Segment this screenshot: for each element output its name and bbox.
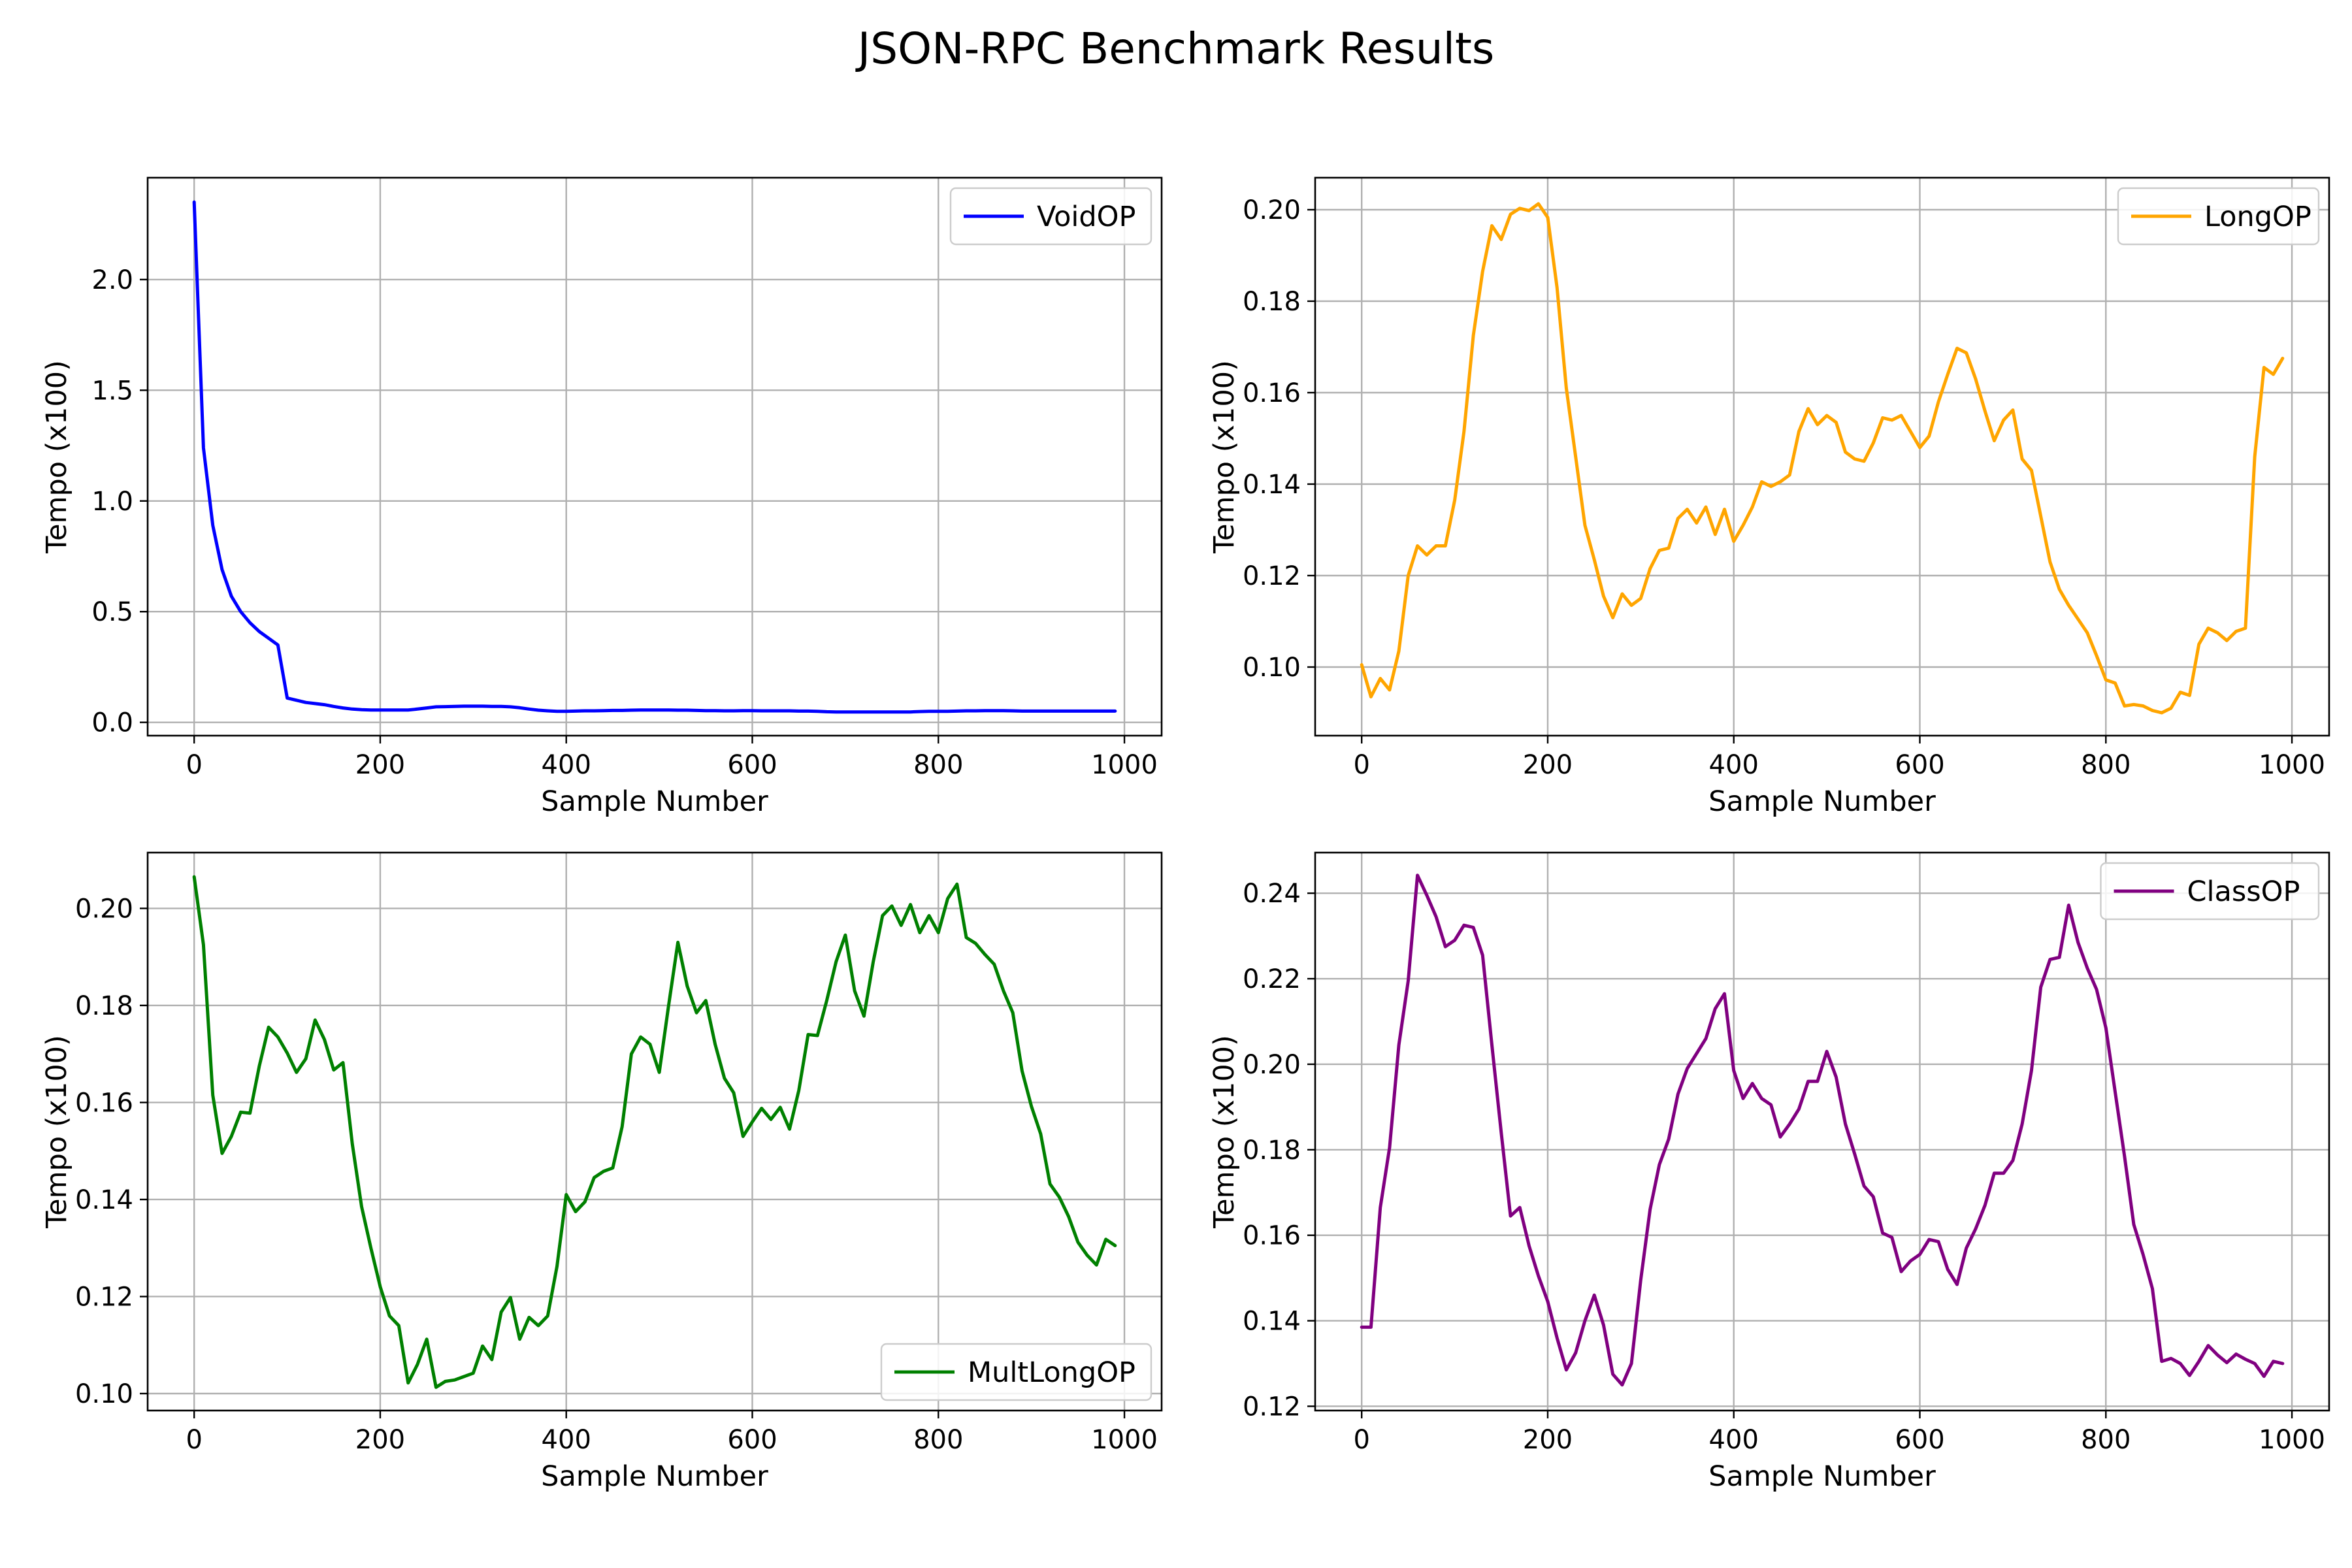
x-tick-label: 800 — [913, 750, 963, 780]
x-tick-label: 600 — [1895, 750, 1944, 780]
legend: VoidOP — [949, 187, 1152, 246]
x-axis-label: Sample Number — [541, 1460, 768, 1493]
axes-frame — [146, 176, 1163, 737]
x-tick-label: 400 — [1709, 750, 1759, 780]
y-axis-label: Tempo (x100) — [1208, 360, 1241, 554]
y-tick-label: 0.0 — [91, 708, 133, 738]
y-axis-label: Tempo (x100) — [41, 360, 73, 554]
y-tick-label: 0.22 — [1243, 964, 1301, 994]
y-tick-label: 0.14 — [1243, 470, 1301, 500]
subplot-grid: 0 200 400 600 800 1000 0.0 0.5 1.0 1.5 2.0 Sample N… — [41, 176, 2330, 1493]
x-tick-label: 1000 — [2259, 1425, 2325, 1455]
x-tick-label: 200 — [1523, 1425, 1573, 1455]
x-tick-label: 800 — [2081, 1425, 2131, 1455]
x-tick-label: 200 — [355, 750, 405, 780]
legend: MultLongOP — [880, 1343, 1152, 1401]
y-tick-label: 0.12 — [1243, 1392, 1301, 1422]
legend-entry: LongOP — [2204, 201, 2311, 233]
y-tick-label: 0.20 — [75, 894, 133, 924]
legend-box — [2117, 187, 2320, 246]
y-tick-label: 1.0 — [91, 487, 133, 517]
y-tick-label: 0.12 — [1243, 561, 1301, 591]
y-tick-label: 0.18 — [75, 991, 133, 1021]
x-tick-label: 800 — [2081, 750, 2131, 780]
x-axis-label: Sample Number — [1708, 785, 1936, 818]
x-axis-label: Sample Number — [541, 785, 768, 818]
subplot-4: 0 200 400 600 800 1000 0.12 0.14 0.16 0.18 0.20 0.2… — [1208, 851, 2330, 1493]
series-line-longop — [1360, 202, 2285, 715]
x-tick-label: 400 — [1709, 1425, 1759, 1455]
y-tick-label: 0.18 — [1243, 287, 1301, 317]
series-line-multlongop — [192, 875, 1117, 1389]
axes-frame — [1314, 851, 2330, 1412]
y-tick-label: 0.18 — [1243, 1135, 1301, 1166]
y-tick-label: 0.20 — [1243, 195, 1301, 225]
x-tick-label: 0 — [1353, 1425, 1369, 1455]
x-tick-label: 0 — [186, 1425, 202, 1455]
subplot-2: 0 200 400 600 800 1000 0.10 0.12 0.14 0.16 0.18 0.2… — [1208, 176, 2330, 818]
legend-box — [2100, 862, 2320, 921]
figure-title: JSON-RPC Benchmark Results — [855, 24, 1494, 74]
y-tick-label: 0.14 — [75, 1185, 133, 1215]
y-tick-label: 0.16 — [75, 1088, 133, 1118]
x-tick-label: 800 — [913, 1425, 963, 1455]
y-tick-label: 0.12 — [75, 1282, 133, 1312]
x-axis-label: Sample Number — [1708, 1460, 1936, 1493]
legend-box — [880, 1343, 1152, 1401]
x-tick-label: 1000 — [1091, 1425, 1158, 1455]
subplot-1: 0 200 400 600 800 1000 0.0 0.5 1.0 1.5 2.0 Sample N… — [41, 176, 1163, 818]
y-tick-label: 0.16 — [1243, 378, 1301, 408]
axes-frame — [1314, 176, 2330, 737]
y-tick-label: 0.5 — [91, 597, 133, 627]
y-tick-label: 0.14 — [1243, 1307, 1301, 1337]
x-tick-label: 200 — [1523, 750, 1573, 780]
x-tick-label: 0 — [1353, 750, 1369, 780]
x-tick-label: 600 — [1895, 1425, 1944, 1455]
legend-entry: VoidOP — [1037, 201, 1135, 233]
y-tick-label: 2.0 — [91, 265, 133, 295]
y-tick-label: 1.5 — [91, 376, 133, 406]
x-tick-label: 1000 — [2259, 750, 2325, 780]
y-axis-label: Tempo (x100) — [1208, 1035, 1241, 1229]
x-tick-label: 0 — [186, 750, 202, 780]
subplot-3: 0 200 400 600 800 1000 0.10 0.12 0.14 0.16 0.18 0.2… — [41, 851, 1163, 1493]
axes-frame — [146, 851, 1163, 1412]
x-tick-label: 1000 — [1091, 750, 1158, 780]
y-axis-label: Tempo (x100) — [41, 1035, 73, 1229]
x-tick-label: 600 — [727, 1425, 777, 1455]
x-tick-label: 600 — [727, 750, 777, 780]
legend-entry: ClassOP — [2187, 875, 2300, 908]
y-tick-label: 0.20 — [1243, 1050, 1301, 1080]
series-line-voidop — [192, 200, 1117, 714]
y-tick-label: 0.10 — [75, 1379, 133, 1409]
x-tick-label: 400 — [542, 1425, 591, 1455]
legend: ClassOP — [2100, 862, 2320, 921]
y-tick-label: 0.24 — [1243, 879, 1301, 909]
legend-entry: MultLongOP — [968, 1356, 1135, 1389]
legend: LongOP — [2117, 187, 2320, 246]
x-tick-label: 400 — [542, 750, 591, 780]
series-line-classop — [1360, 874, 2285, 1387]
y-tick-label: 0.16 — [1243, 1221, 1301, 1251]
legend-box — [949, 187, 1152, 246]
y-tick-label: 0.10 — [1243, 653, 1301, 683]
x-tick-label: 200 — [355, 1425, 405, 1455]
